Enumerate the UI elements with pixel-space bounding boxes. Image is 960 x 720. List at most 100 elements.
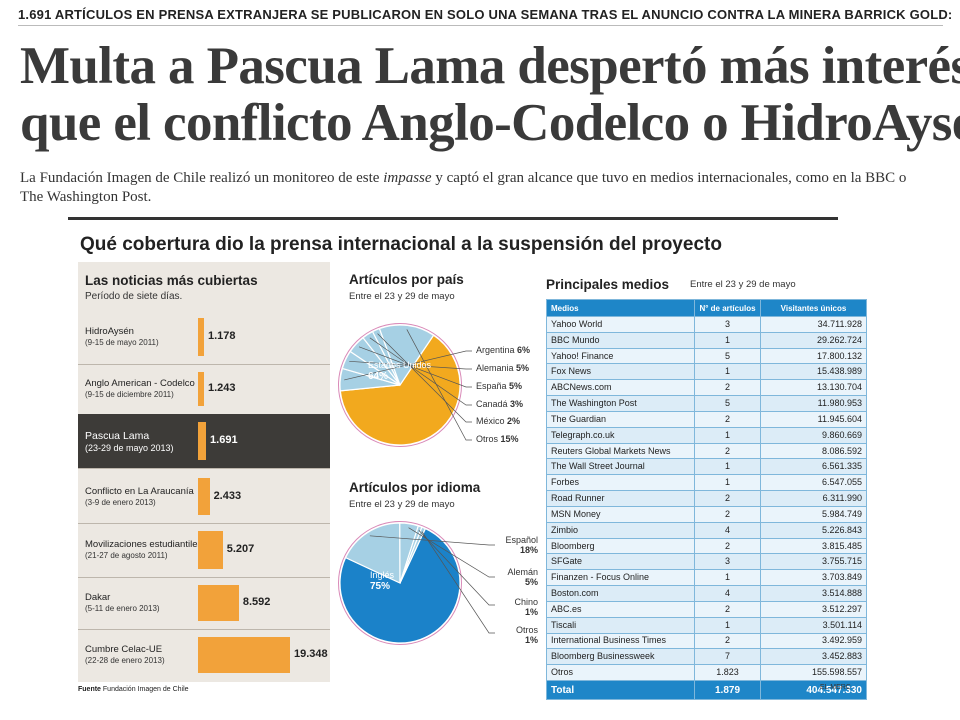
pie-label: Otros 1% <box>498 625 538 645</box>
news-dates: (23-29 de mayo 2013) <box>85 443 174 453</box>
articles-cell: 1 <box>694 569 761 587</box>
media-name-cell: The Washington Post <box>546 395 695 412</box>
header-articulos: N° de artículos <box>694 299 761 317</box>
visitors-cell: 6.561.335 <box>760 458 867 476</box>
table-row: Boston.com 4 3.514.888 <box>546 585 867 602</box>
pie-slice <box>339 334 461 446</box>
visitors-cell: 3.755.715 <box>760 553 867 571</box>
headline-line-2: que el conflicto Anglo-Codelco o HidroAy… <box>20 94 960 152</box>
media-name-cell: Boston.com <box>546 585 695 602</box>
news-row: Cumbre Celac-UE (22-28 de enero 2013) 19.3… <box>78 629 330 681</box>
pie-inside-name: Estados Unidos <box>368 360 432 370</box>
news-name: HidroAysén <box>85 326 134 337</box>
table-row: Yahoo! Finance 5 17.800.132 <box>546 347 867 365</box>
pie-label: Alemania 5% <box>476 363 529 373</box>
pie-slice <box>378 324 435 387</box>
table-row: Reuters Global Markets News 2 8.086.592 <box>546 442 867 460</box>
table-row: SFGate 3 3.755.715 <box>546 553 867 571</box>
news-label: Conflicto en La Araucanía (3-9 de enero 2… <box>85 486 194 508</box>
pie-label-value: 5% <box>524 577 538 587</box>
visitors-cell: 15.438.989 <box>760 363 867 381</box>
table-row: ABC.es 2 3.512.297 <box>546 600 867 618</box>
news-dates: (9-15 de mayo 2011) <box>85 338 159 347</box>
total-articulos: 1.879 <box>694 680 761 701</box>
media-name-cell: Finanzen - Focus Online <box>546 569 695 587</box>
pie-label-value: 5% <box>509 381 523 391</box>
articles-cell: 4 <box>694 585 761 602</box>
visitors-cell: 11.945.604 <box>760 410 867 428</box>
media-name-cell: Yahoo! Finance <box>546 347 695 365</box>
table-row: ABCNews.com 2 13.130.704 <box>546 379 867 397</box>
media-name-cell: ABCNews.com <box>546 379 695 397</box>
news-divider <box>78 577 330 578</box>
visitors-cell: 5.984.749 <box>760 505 867 523</box>
news-bar <box>198 637 290 673</box>
table-header-row: Medios N° de artículos Visitantes únicos <box>546 299 867 317</box>
articles-cell: 5 <box>694 347 761 365</box>
pie-label-value: 2% <box>507 416 521 426</box>
news-label: Cumbre Celac-UE (22-28 de enero 2013) <box>85 644 165 666</box>
pie-label: Español 18% <box>498 535 538 555</box>
visitors-cell: 17.800.132 <box>760 347 867 365</box>
pie-leader-line <box>377 333 472 423</box>
articles-cell: 1 <box>694 331 761 349</box>
news-value: 2.433 <box>213 489 242 502</box>
country-pie-chart <box>338 323 472 447</box>
table-row: Tiscali 1 3.501.114 <box>546 616 867 634</box>
visitors-cell: 3.501.114 <box>760 616 867 634</box>
news-dates: (9-15 de diciembre 2011) <box>85 390 174 399</box>
pie-inside-label: Estados Unidos 64% <box>368 360 431 382</box>
article-headline: Multa a Pascua Lama despertó más interés… <box>20 38 960 152</box>
total-visitantes: 404.547.330 <box>760 680 867 701</box>
pie-inside-value: 64% <box>368 371 389 382</box>
table-row: Yahoo World 3 34.711.928 <box>546 316 867 333</box>
pie-label-name: Alemán <box>507 567 538 577</box>
articles-cell: 2 <box>694 632 761 650</box>
news-row: Anglo American - Codelco (9-15 de diciemb… <box>78 364 330 414</box>
articles-cell: 2 <box>694 600 761 618</box>
table-row: The Wall Street Journal 1 6.561.335 <box>546 458 867 476</box>
news-value: 1.243 <box>208 382 236 394</box>
media-name-cell: Otros <box>546 664 695 682</box>
lead-part-2: y captó el gran alcance que tuvo en medi… <box>20 170 907 205</box>
visitors-cell: 29.262.724 <box>760 331 867 349</box>
news-row: HidroAysén (9-15 de mayo 2011) 1.178 <box>78 310 330 364</box>
articles-cell: 4 <box>694 521 761 539</box>
articles-cell: 1 <box>694 616 761 634</box>
articles-cell: 3 <box>694 316 761 333</box>
pie-label-name: Argentina <box>476 345 515 355</box>
media-name-cell: BBC Mundo <box>546 331 695 349</box>
pie-label-name: Canadá <box>476 399 508 409</box>
pie-label: México 2% <box>476 416 520 426</box>
pie-label: España 5% <box>476 381 522 391</box>
news-dates: (5-11 de enero 2013) <box>85 604 160 613</box>
visitors-cell: 3.512.297 <box>760 600 867 618</box>
pie-label-name: Alemania <box>476 363 514 373</box>
header-medios: Medios <box>546 299 695 317</box>
visitors-cell: 6.547.055 <box>760 474 867 492</box>
pie-label-name: España <box>476 381 507 391</box>
pie-leader-line <box>408 527 495 578</box>
news-divider <box>78 364 330 365</box>
visitors-cell: 3.514.888 <box>760 585 867 602</box>
pie-label-value: 1% <box>524 607 538 617</box>
media-name-cell: The Wall Street Journal <box>546 458 695 476</box>
articles-cell: 5 <box>694 395 761 412</box>
articles-cell: 2 <box>694 442 761 460</box>
language-pie-chart <box>338 521 495 645</box>
news-divider <box>78 468 330 469</box>
news-value: 8.592 <box>242 596 271 608</box>
articles-cell: 7 <box>694 648 761 666</box>
country-pie-title: Artículos por país <box>349 272 464 287</box>
table-row: Zimbio 4 5.226.843 <box>546 521 867 539</box>
articles-cell: 1.823 <box>694 664 761 682</box>
pie-leader-line <box>344 350 472 381</box>
media-name-cell: International Business Times <box>546 632 695 650</box>
media-name-cell: SFGate <box>546 553 695 571</box>
pie-label-value: 5% <box>516 363 530 373</box>
news-row: Pascua Lama (23-29 de mayo 2013) 1.691 <box>78 414 330 468</box>
pie-label: Chino 1% <box>498 597 538 617</box>
news-value: 19.348 <box>294 648 328 660</box>
visitors-cell: 3.815.485 <box>760 537 867 555</box>
pie-label-value: 15% <box>500 434 519 444</box>
